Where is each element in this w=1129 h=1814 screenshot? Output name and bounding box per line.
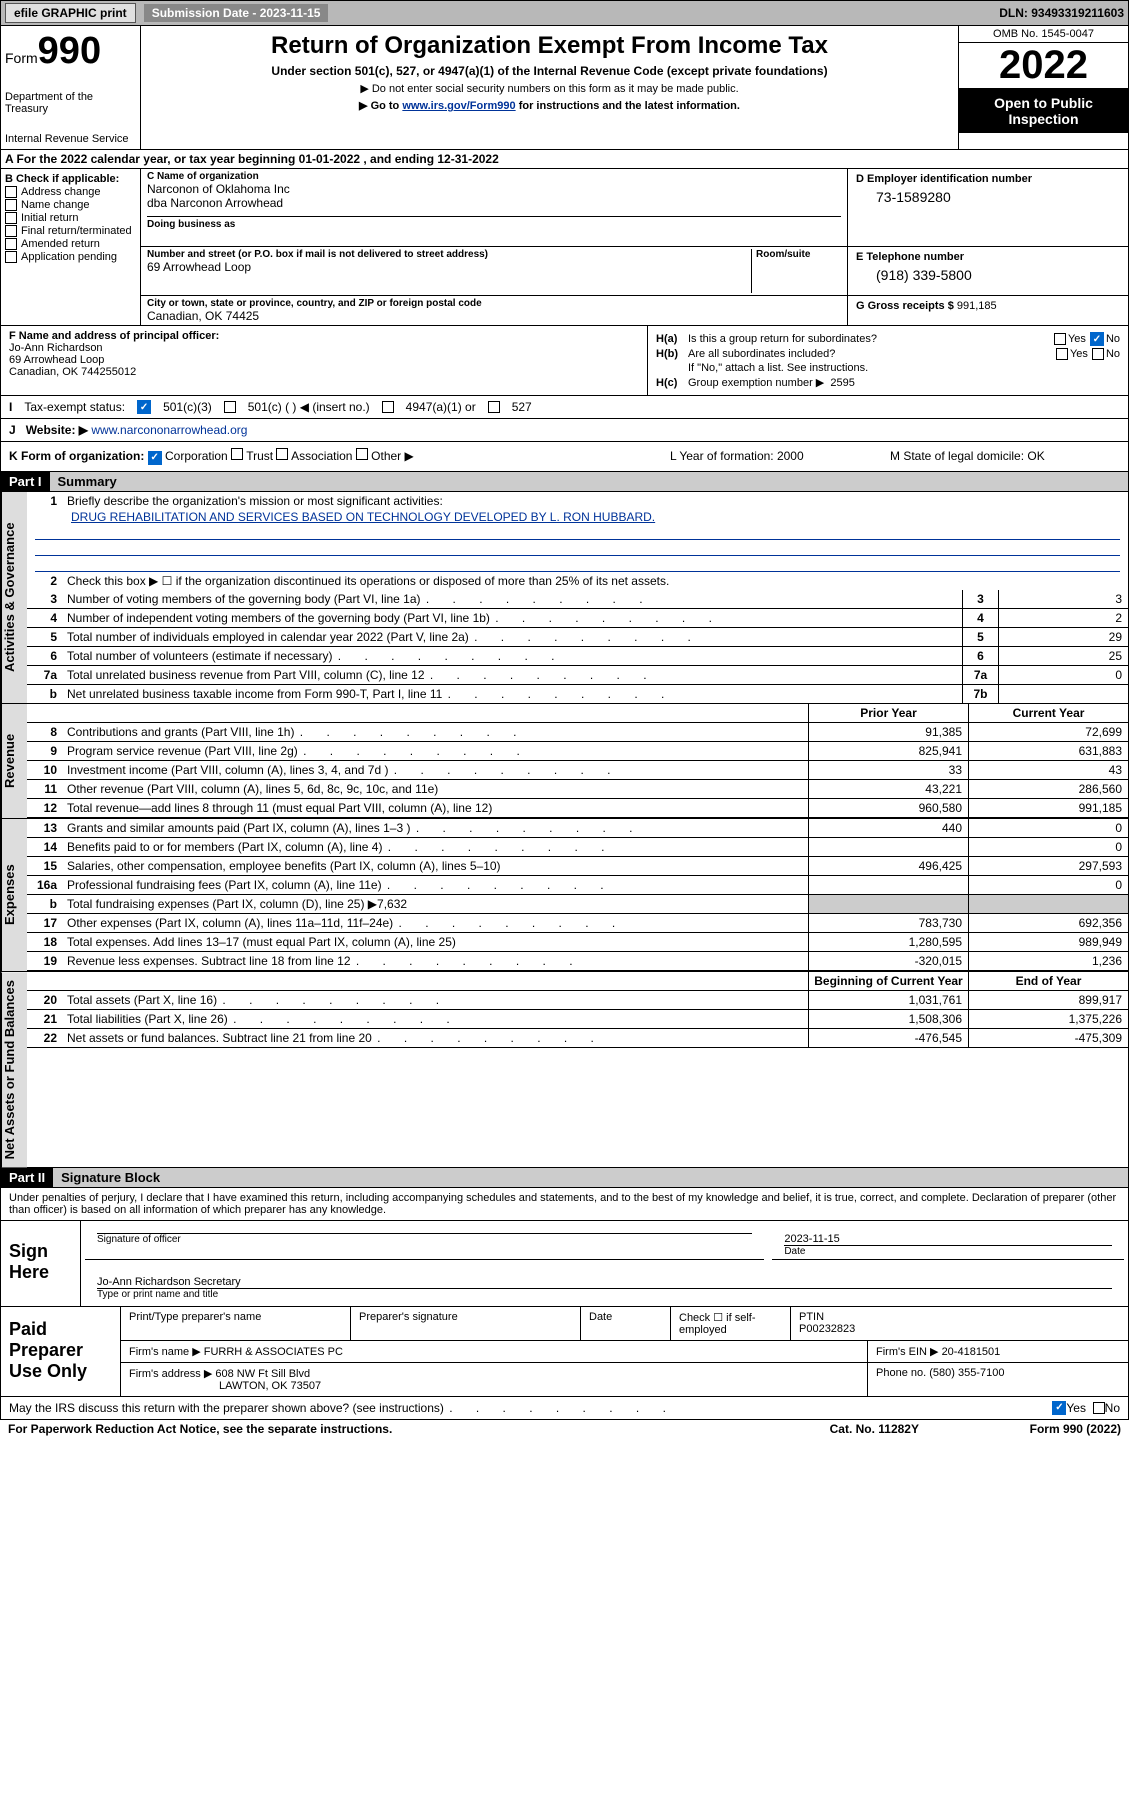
vtab-net-assets: Net Assets or Fund Balances bbox=[1, 972, 27, 1167]
mission-text: DRUG REHABILITATION AND SERVICES BASED O… bbox=[71, 510, 655, 524]
column-b: B Check if applicable: Address change Na… bbox=[1, 169, 141, 325]
dln-number: DLN: 93493319211603 bbox=[999, 6, 1124, 20]
top-bar: efile GRAPHIC print Submission Date - 20… bbox=[0, 0, 1129, 26]
gross-receipts: 991,185 bbox=[957, 300, 997, 312]
form-title: Return of Organization Exempt From Incom… bbox=[147, 32, 952, 60]
sign-here-block: Sign Here Signature of officer 2023-11-1… bbox=[0, 1221, 1129, 1307]
irs-label: Internal Revenue Service bbox=[5, 133, 136, 145]
checkbox-icon[interactable] bbox=[5, 199, 17, 211]
checkbox-icon[interactable] bbox=[5, 238, 17, 250]
part-ii-header: Part II Signature Block bbox=[0, 1168, 1129, 1188]
omb-number: OMB No. 1545-0047 bbox=[959, 26, 1128, 43]
net-assets-section: Net Assets or Fund Balances Beginning of… bbox=[0, 972, 1129, 1168]
checkbox-icon[interactable] bbox=[5, 225, 17, 237]
discuss-row: May the IRS discuss this return with the… bbox=[0, 1397, 1129, 1420]
check-icon: ✓ bbox=[1052, 1401, 1066, 1415]
checkbox-icon[interactable] bbox=[5, 186, 17, 198]
column-d-e-g: D Employer identification number 73-1589… bbox=[848, 169, 1128, 246]
check-icon: ✓ bbox=[1090, 332, 1104, 346]
signature-intro: Under penalties of perjury, I declare th… bbox=[0, 1188, 1129, 1221]
phone-value: (918) 339-5800 bbox=[876, 267, 1120, 283]
row-k: K Form of organization: ✓ Corporation Tr… bbox=[0, 442, 1129, 472]
website-link[interactable]: www.narcononarrowhead.org bbox=[91, 423, 247, 437]
form-header: Form990 Department of the Treasury Inter… bbox=[0, 26, 1129, 150]
efile-button[interactable]: efile GRAPHIC print bbox=[5, 3, 136, 23]
row-j: J Website: ▶ www.narcononarrowhead.org bbox=[0, 419, 1129, 442]
vtab-revenue: Revenue bbox=[1, 704, 27, 818]
vtab-activities: Activities & Governance bbox=[1, 492, 27, 703]
form-subtitle: Under section 501(c), 527, or 4947(a)(1)… bbox=[147, 64, 952, 78]
row-a-period: A For the 2022 calendar year, or tax yea… bbox=[0, 150, 1129, 169]
column-c: C Name of organization Narconon of Oklah… bbox=[141, 169, 1128, 325]
revenue-section: Revenue Prior YearCurrent Year 8Contribu… bbox=[0, 704, 1129, 819]
ssn-note: ▶ Do not enter social security numbers o… bbox=[147, 82, 952, 95]
activities-governance: Activities & Governance 1Briefly describ… bbox=[0, 492, 1129, 704]
expenses-section: Expenses 13Grants and similar amounts pa… bbox=[0, 819, 1129, 972]
vtab-expenses: Expenses bbox=[1, 819, 27, 971]
footer: For Paperwork Reduction Act Notice, see … bbox=[0, 1420, 1129, 1438]
paid-preparer-block: Paid Preparer Use Only Print/Type prepar… bbox=[0, 1307, 1129, 1397]
ein-value: 73-1589280 bbox=[876, 189, 1120, 205]
checkbox-icon[interactable] bbox=[5, 212, 17, 224]
block-b-through-g: B Check if applicable: Address change Na… bbox=[0, 169, 1129, 326]
row-i: I Tax-exempt status: ✓501(c)(3) 501(c) (… bbox=[0, 396, 1129, 419]
submission-date: Submission Date - 2023-11-15 bbox=[144, 4, 329, 22]
check-icon: ✓ bbox=[137, 400, 151, 414]
instructions-link: ▶ Go to www.irs.gov/Form990 for instruct… bbox=[147, 99, 952, 112]
checkbox-icon[interactable] bbox=[5, 251, 17, 263]
part-i-header: Part I Summary bbox=[0, 472, 1129, 492]
tax-year: 2022 bbox=[959, 43, 1128, 89]
form-number: Form990 bbox=[5, 30, 136, 73]
open-public: Open to Public Inspection bbox=[959, 89, 1128, 133]
check-icon: ✓ bbox=[148, 451, 162, 465]
department: Department of the Treasury bbox=[5, 91, 136, 115]
row-f-h: F Name and address of principal officer:… bbox=[0, 326, 1129, 396]
irs-link[interactable]: www.irs.gov/Form990 bbox=[402, 100, 515, 112]
